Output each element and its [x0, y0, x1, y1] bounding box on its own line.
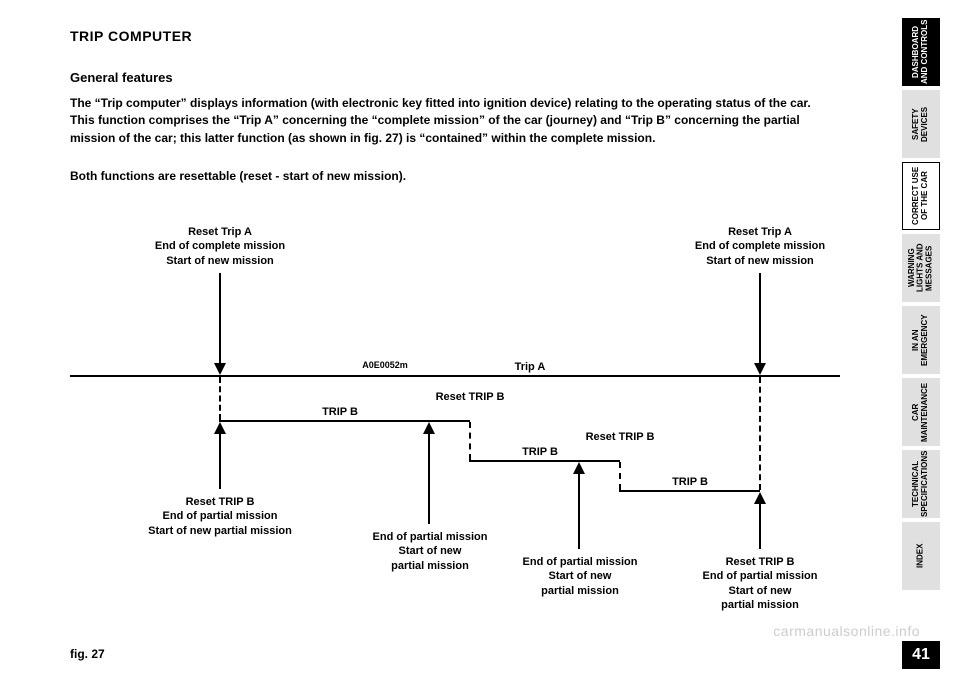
reset-trip-b-1-label: Reset TRIP B: [420, 390, 520, 404]
arrow-up-icon: [754, 492, 766, 504]
reset-trip-b-left-label: Reset TRIP BEnd of partial missionStart …: [130, 495, 310, 538]
tab-emergency[interactable]: IN AN EMERGENCY: [902, 306, 940, 374]
page-number: 41: [902, 641, 940, 669]
diagram-stem: [219, 434, 221, 489]
diagram-stem: [759, 504, 761, 549]
trip-a-label: Trip A: [500, 360, 560, 374]
arrow-down-icon: [754, 363, 766, 375]
watermark: carmanualsonline.info: [773, 623, 920, 639]
tab-tech-specs[interactable]: TECHNICAL SPECIFICATIONS: [902, 450, 940, 518]
reset-trip-a-right-label: Reset Trip AEnd of complete missionStart…: [685, 225, 835, 268]
body-paragraph-2: Both functions are resettable (reset - s…: [70, 168, 830, 185]
trip-diagram: Reset Trip AEnd of complete missionStart…: [70, 225, 840, 625]
end-partial-1-label: End of partial missionStart of newpartia…: [360, 530, 500, 573]
page: TRIP COMPUTER General features The “Trip…: [0, 0, 960, 689]
reset-trip-a-left-label: Reset Trip AEnd of complete missionStart…: [145, 225, 295, 268]
side-tabs: DASHBOARD AND CONTROLS SAFETY DEVICES CO…: [902, 18, 940, 594]
arrow-down-icon: [214, 363, 226, 375]
tab-index[interactable]: INDEX: [902, 522, 940, 590]
arrow-up-icon: [573, 462, 585, 474]
diagram-stem: [578, 474, 580, 549]
trip-b-line-3: [619, 490, 760, 492]
trip-b-line-2: [469, 460, 620, 462]
tab-correct-use[interactable]: CORRECT USE OF THE CAR: [902, 162, 940, 230]
diagram-stem: [759, 273, 761, 363]
reset-trip-b-2-label: Reset TRIP B: [570, 430, 670, 444]
arrow-up-icon: [214, 422, 226, 434]
end-partial-2-label: End of partial missionStart of newpartia…: [510, 555, 650, 598]
diagram-dash: [469, 422, 471, 460]
diagram-stem: [428, 434, 430, 524]
trip-b1-label: TRIP B: [310, 405, 370, 419]
tab-maintenance[interactable]: CAR MAINTENANCE: [902, 378, 940, 446]
section-subheading: General features: [70, 70, 173, 85]
trip-b3-label: TRIP B: [660, 475, 720, 489]
diagram-dash: [619, 462, 621, 490]
diagram-ref-label: A0E0052m: [345, 360, 425, 372]
arrow-up-icon: [423, 422, 435, 434]
trip-b2-label: TRIP B: [510, 445, 570, 459]
tab-safety[interactable]: SAFETY DEVICES: [902, 90, 940, 158]
body-paragraph-1: The “Trip computer” displays information…: [70, 95, 830, 147]
diagram-dash: [759, 377, 761, 490]
figure-label: fig. 27: [70, 647, 105, 661]
tab-warning-lights[interactable]: WARNING LIGHTS AND MESSAGES: [902, 234, 940, 302]
page-title: TRIP COMPUTER: [70, 28, 192, 44]
trip-a-line: [70, 375, 840, 377]
diagram-stem: [219, 273, 221, 363]
diagram-dash: [219, 377, 221, 420]
end-partial-3-label: Reset TRIP BEnd of partial missionStart …: [690, 555, 830, 612]
tab-dashboard[interactable]: DASHBOARD AND CONTROLS: [902, 18, 940, 86]
